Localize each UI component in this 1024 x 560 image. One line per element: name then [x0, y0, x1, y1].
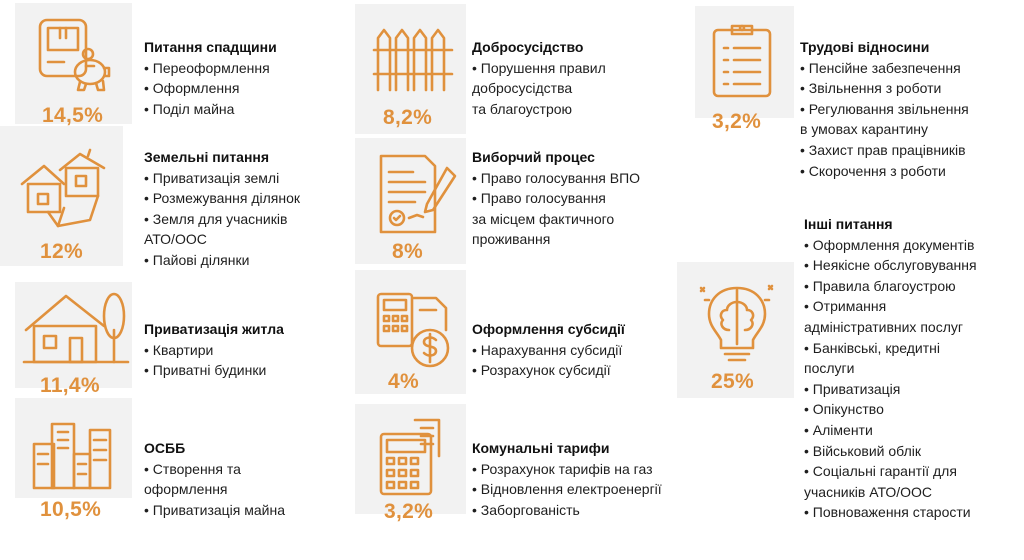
list-item: • Пайові ділянки	[144, 251, 250, 268]
percent-other: 25%	[711, 370, 754, 393]
list-item: • Повноваження старости	[804, 504, 971, 521]
list-item: • Поділ майна	[144, 100, 235, 117]
category-other: Інші питання • Оформлення документів • Н…	[804, 214, 977, 523]
list-item: в умовах карантину	[800, 121, 929, 138]
list-item: • Нарахування субсидії	[472, 341, 623, 358]
signed-document-pen-icon	[375, 152, 459, 236]
list-item: • Аліменти	[804, 421, 873, 438]
list-item: • Оформлення документів	[804, 236, 975, 253]
list-item: • Квартири	[144, 341, 214, 358]
list-item: • Опікунство	[804, 401, 884, 418]
percent-land: 12%	[40, 240, 83, 263]
calculator-dollar-coin-icon	[374, 290, 454, 370]
calculator-receipt-icon	[375, 416, 455, 498]
list-item: • Неякісне обслуговування	[804, 257, 977, 274]
category-title: Земельні питання	[144, 149, 270, 165]
apartment-buildings-icon	[30, 420, 116, 492]
collapsing-houses-icon	[18, 148, 110, 230]
category-subsidy: Оформлення субсидії • Нарахування субсид…	[472, 319, 625, 381]
tile-subsidy	[355, 270, 466, 394]
percent-subsidy: 4%	[388, 370, 419, 393]
percent-elections: 8%	[392, 240, 423, 263]
category-title: ОСББ	[144, 440, 186, 456]
list-item: • Земля для учасників	[144, 210, 288, 227]
tile-labor	[695, 6, 794, 118]
list-item: учасників АТО/ООС	[804, 483, 933, 500]
category-title: Комунальні тарифи	[472, 440, 610, 456]
picket-fence-icon	[372, 24, 456, 94]
category-utilities: Комунальні тарифи • Розрахунок тарифів н…	[472, 438, 662, 520]
list-item: • Приватизація майна	[144, 501, 286, 518]
list-item: • Пенсійне забезпечення	[800, 59, 961, 76]
list-item: • Приватні будинки	[144, 362, 267, 379]
percent-utilities: 3,2%	[384, 500, 434, 523]
list-item: добросусідства	[472, 80, 573, 97]
clipboard-list-icon	[710, 20, 776, 100]
category-housing: Приватизація житла • Квартири • Приватні…	[144, 319, 284, 381]
list-item: • Банківські, кредитні	[804, 339, 940, 356]
percent-inheritance: 14,5%	[42, 104, 104, 127]
list-item: • Розрахунок тарифів на газ	[472, 460, 653, 477]
percent-housing: 11,4%	[40, 374, 100, 397]
tile-inheritance	[15, 3, 132, 124]
list-item: • Приватизація землі	[144, 169, 280, 186]
list-item: • Скорочення з роботи	[800, 162, 946, 179]
list-item: • Оформлення	[144, 80, 240, 97]
list-item: • Отримання	[804, 298, 887, 315]
category-hoa: ОСББ • Створення та оформлення • Привати…	[144, 438, 285, 520]
tile-neighbors	[355, 4, 466, 134]
list-item: • Правила благоустрою	[804, 277, 956, 294]
category-elections: Виборчий процес • Право голосування ВПО …	[472, 147, 640, 250]
category-title: Трудові відносини	[800, 39, 930, 55]
category-title: Питання спадщини	[144, 39, 277, 55]
list-item: • Відновлення електроенергії	[472, 481, 662, 498]
tile-land	[0, 126, 123, 266]
list-item: • Регулювання звільнення	[800, 100, 969, 117]
list-item: • Захист прав працівників	[800, 141, 966, 158]
category-inheritance: Питання спадщини • Переоформлення • Офор…	[144, 37, 277, 119]
list-item: • Звільнення з роботи	[800, 80, 942, 97]
percent-labor: 3,2%	[712, 110, 762, 133]
house-with-tree-icon	[22, 286, 130, 368]
list-item: • Право голосування	[472, 190, 606, 207]
list-item: АТО/ООС	[144, 231, 207, 248]
category-title: Оформлення субсидії	[472, 321, 625, 337]
list-item: проживання	[472, 231, 551, 248]
list-item: адміністративних послуг	[804, 318, 963, 335]
category-title: Виборчий процес	[472, 149, 595, 165]
list-item: • Право голосування ВПО	[472, 169, 641, 186]
category-neighbors: Добросусідство • Порушення правил доброс…	[472, 37, 606, 119]
list-item: послуги	[804, 360, 855, 377]
list-item: • Переоформлення	[144, 59, 270, 76]
category-title: Інші питання	[804, 216, 893, 232]
category-land: Земельні питання • Приватизація землі • …	[144, 147, 300, 271]
list-item: • Соціальні гарантії для	[804, 463, 957, 480]
list-item: та благоустрою	[472, 100, 573, 117]
percent-hoa: 10,5%	[40, 498, 102, 521]
list-item: • Створення та	[144, 460, 241, 477]
brain-lightbulb-icon	[695, 278, 779, 366]
list-item: • Розрахунок субсидії	[472, 362, 611, 379]
category-title: Добросусідство	[472, 39, 584, 55]
list-item: • Військовий облік	[804, 442, 921, 459]
list-item: • Заборгованість	[472, 501, 580, 518]
list-item: • Порушення правил	[472, 59, 606, 76]
list-item: за місцем фактичного	[472, 210, 615, 227]
tile-other	[677, 262, 794, 398]
list-item: оформлення	[144, 481, 228, 498]
list-item: • Приватизація	[804, 380, 901, 397]
category-title: Приватизація житла	[144, 321, 284, 337]
percent-neighbors: 8,2%	[383, 106, 433, 129]
list-item: • Розмежування ділянок	[144, 190, 301, 207]
house-document-piggy-bank-icon	[34, 14, 114, 98]
category-labor: Трудові відносини • Пенсійне забезпеченн…	[800, 37, 969, 181]
